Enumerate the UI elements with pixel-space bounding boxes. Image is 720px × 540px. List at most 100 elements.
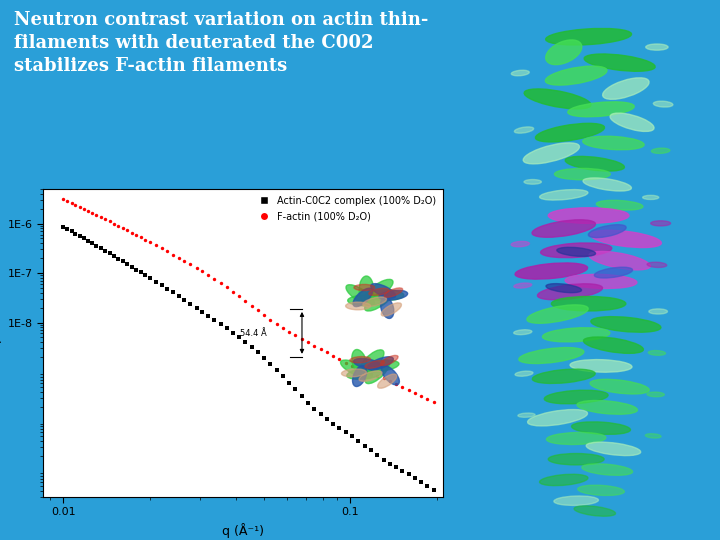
Point xyxy=(122,260,133,269)
Point xyxy=(353,437,364,445)
Point xyxy=(340,358,351,367)
Point xyxy=(99,215,111,224)
Ellipse shape xyxy=(545,66,607,85)
Point xyxy=(108,252,120,260)
Ellipse shape xyxy=(588,225,626,238)
Ellipse shape xyxy=(511,241,529,247)
Point xyxy=(173,292,184,301)
Ellipse shape xyxy=(537,284,603,300)
Point xyxy=(179,296,190,305)
Point xyxy=(302,399,314,407)
Ellipse shape xyxy=(591,316,661,332)
Point xyxy=(228,287,239,296)
Ellipse shape xyxy=(524,89,591,109)
Ellipse shape xyxy=(584,54,655,71)
Point xyxy=(66,198,78,207)
Ellipse shape xyxy=(539,190,588,200)
Point xyxy=(78,204,90,213)
Ellipse shape xyxy=(565,274,637,288)
Point xyxy=(161,285,173,293)
Ellipse shape xyxy=(515,371,533,376)
Ellipse shape xyxy=(546,29,631,45)
Point xyxy=(277,324,289,333)
Point xyxy=(150,278,162,286)
Point xyxy=(328,420,339,428)
Point xyxy=(283,379,294,387)
Point xyxy=(372,451,383,460)
Ellipse shape xyxy=(546,433,606,444)
Point xyxy=(86,208,98,217)
Ellipse shape xyxy=(574,506,616,516)
Ellipse shape xyxy=(586,442,641,456)
Point xyxy=(384,377,395,386)
Point xyxy=(428,397,439,406)
Ellipse shape xyxy=(546,284,582,293)
Point xyxy=(135,233,147,242)
Point xyxy=(144,238,156,247)
Ellipse shape xyxy=(648,350,665,355)
Text: Neutron contrast variation on actin thin-
filaments with deuterated the C002
sta: Neutron contrast variation on actin thin… xyxy=(14,11,429,75)
Ellipse shape xyxy=(646,44,668,50)
Point xyxy=(353,364,364,373)
Point xyxy=(78,234,90,243)
Point xyxy=(70,229,81,238)
Point xyxy=(415,477,427,486)
Point xyxy=(289,385,301,394)
Point xyxy=(221,283,233,292)
Point xyxy=(233,292,245,301)
Ellipse shape xyxy=(532,220,595,237)
Point xyxy=(202,271,214,279)
Point xyxy=(184,260,196,269)
Ellipse shape xyxy=(582,136,644,150)
Ellipse shape xyxy=(610,113,654,131)
Point xyxy=(252,306,264,315)
Point xyxy=(144,274,156,282)
Ellipse shape xyxy=(514,283,532,288)
Point xyxy=(74,202,86,211)
Point xyxy=(346,432,358,441)
Point xyxy=(372,372,383,380)
Ellipse shape xyxy=(554,168,611,180)
Ellipse shape xyxy=(552,296,626,311)
Ellipse shape xyxy=(583,178,631,191)
Point xyxy=(140,271,151,280)
Point xyxy=(197,267,208,276)
Ellipse shape xyxy=(557,247,595,256)
Point xyxy=(99,246,111,255)
Point xyxy=(150,241,162,249)
Ellipse shape xyxy=(568,102,634,117)
Point xyxy=(315,410,326,418)
Ellipse shape xyxy=(515,263,588,279)
Point xyxy=(308,341,320,350)
Ellipse shape xyxy=(523,143,580,164)
Point xyxy=(58,223,69,232)
Point xyxy=(277,372,289,381)
Ellipse shape xyxy=(647,262,667,267)
Point xyxy=(333,355,345,363)
Point xyxy=(130,265,142,274)
Ellipse shape xyxy=(542,328,610,342)
Ellipse shape xyxy=(527,305,588,323)
Point xyxy=(422,482,433,490)
Point xyxy=(346,361,358,370)
Ellipse shape xyxy=(528,409,588,426)
Point xyxy=(228,328,239,337)
Point xyxy=(91,241,102,250)
Point xyxy=(246,343,258,352)
Ellipse shape xyxy=(511,70,529,76)
Point xyxy=(428,485,439,494)
Point xyxy=(167,250,179,259)
Point xyxy=(130,231,142,239)
Ellipse shape xyxy=(541,243,612,258)
Point xyxy=(58,194,69,203)
Point xyxy=(215,279,226,287)
Ellipse shape xyxy=(513,330,532,335)
Ellipse shape xyxy=(532,369,595,383)
Ellipse shape xyxy=(548,454,604,465)
Legend: Actin-C0C2 complex (100% D₂O), F-actin (100% D₂O): Actin-C0C2 complex (100% D₂O), F-actin (… xyxy=(251,192,440,226)
Point xyxy=(328,352,339,360)
Point xyxy=(104,249,115,258)
Point xyxy=(161,247,173,256)
Point xyxy=(403,470,415,479)
Point xyxy=(315,345,326,354)
